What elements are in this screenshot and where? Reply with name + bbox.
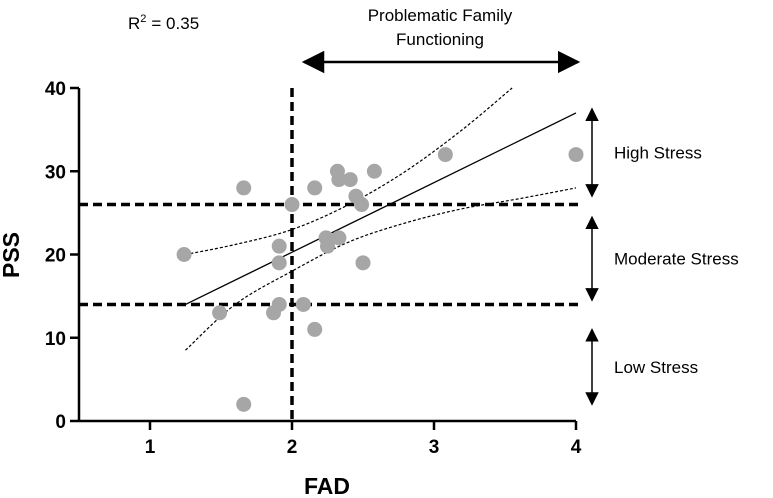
data-point — [212, 305, 228, 321]
x-axis-ticks: 1 2 3 4 — [145, 421, 582, 458]
data-point — [568, 147, 584, 163]
stress-level-label: Moderate Stress — [614, 250, 739, 269]
data-point — [271, 296, 287, 312]
y-tick-label: 30 — [45, 162, 66, 183]
y-tick-label: 0 — [55, 412, 66, 433]
data-point — [176, 247, 192, 262]
data-point — [355, 255, 371, 271]
data-point — [342, 172, 358, 188]
y-tick-label: 10 — [45, 329, 66, 350]
family-functioning-label-line1: Problematic Family — [368, 6, 513, 25]
data-point — [271, 238, 287, 254]
data-point — [284, 197, 300, 213]
data-points — [176, 147, 584, 412]
x-tick-label: 2 — [287, 437, 298, 458]
data-point — [366, 163, 382, 179]
r-squared-label: R2 = 0.35 — [128, 13, 199, 33]
data-point — [307, 180, 323, 196]
y-axis-ticks: 0 10 20 30 40 — [45, 79, 79, 433]
upper-confidence-curve — [185, 87, 513, 256]
family-functioning-label-line2: Functioning — [396, 30, 484, 49]
data-point — [354, 197, 370, 213]
data-point — [295, 296, 311, 312]
regression-line — [185, 112, 577, 306]
x-axis-title: FAD — [304, 473, 350, 498]
data-point — [271, 255, 287, 271]
x-tick-label: 4 — [571, 437, 582, 458]
x-tick-label: 1 — [145, 437, 156, 458]
data-point — [331, 172, 347, 188]
stress-level-label: Low Stress — [614, 358, 698, 377]
data-point — [307, 321, 323, 337]
data-point — [236, 180, 252, 196]
y-tick-label: 40 — [45, 79, 66, 100]
data-point — [331, 230, 347, 246]
y-tick-label: 20 — [45, 246, 66, 267]
data-point — [437, 147, 453, 163]
y-axis-title: PSS — [0, 232, 24, 278]
stress-level-annotations: High Stress Moderate Stress Low Stress — [585, 107, 739, 406]
confidence-band — [185, 87, 577, 351]
threshold-lines — [79, 88, 578, 421]
data-point — [236, 396, 252, 412]
r-squared-prefix: R — [128, 14, 140, 33]
lower-confidence-curve — [185, 187, 577, 351]
stress-level-label: High Stress — [614, 144, 702, 163]
x-tick-label: 3 — [429, 437, 440, 458]
r-squared-superscript: 2 — [140, 13, 146, 25]
data-point — [320, 238, 335, 254]
r-squared-value: = 0.35 — [151, 14, 199, 33]
